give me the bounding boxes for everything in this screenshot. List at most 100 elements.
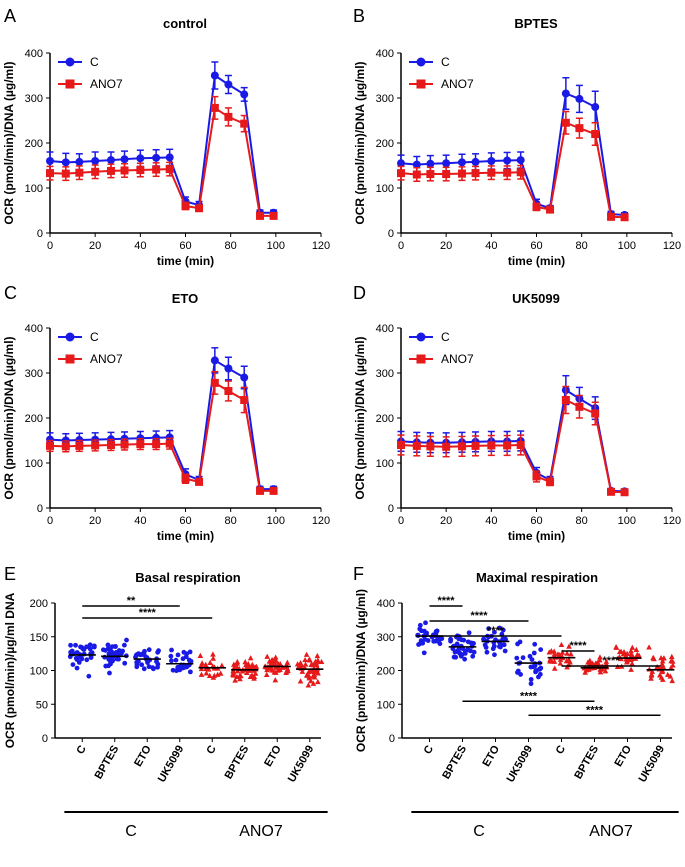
series-line-ano7 — [400, 121, 625, 219]
data-point — [551, 648, 557, 654]
panel-label: F — [353, 564, 364, 584]
x-tick-label: C — [204, 743, 218, 756]
data-point — [487, 157, 496, 165]
y-tick-label: 200 — [377, 666, 395, 678]
data-point — [240, 373, 249, 382]
x-tick-label: 40 — [134, 515, 146, 527]
data-point — [230, 671, 237, 677]
significance-label: **** — [139, 607, 157, 619]
data-point — [461, 637, 467, 643]
data-point — [211, 672, 218, 678]
data-point — [105, 646, 111, 651]
y-tick-label: 50 — [36, 699, 48, 711]
y-tick-label: 200 — [376, 413, 394, 425]
data-point — [206, 672, 213, 678]
data-point — [68, 642, 73, 648]
significance-label: **** — [487, 625, 505, 637]
data-point — [591, 409, 600, 418]
data-point — [566, 656, 572, 662]
y-tick-label: 0 — [388, 503, 394, 515]
data-point — [491, 643, 497, 649]
x-tick-label: BPTES — [223, 744, 252, 782]
data-point — [279, 664, 286, 670]
data-point — [515, 641, 520, 647]
y-tick-label: 0 — [37, 503, 43, 515]
data-point — [269, 667, 275, 673]
data-point — [173, 657, 179, 663]
data-point — [442, 170, 451, 179]
data-point — [302, 656, 308, 663]
legend-marker — [65, 57, 75, 67]
data-point — [629, 644, 636, 650]
data-point — [120, 648, 126, 654]
x-tick-label: 80 — [225, 515, 237, 527]
data-point — [311, 674, 318, 680]
x-tick-label: 0 — [398, 515, 404, 527]
data-point — [264, 653, 270, 659]
data-point — [61, 442, 70, 451]
legend-label: C — [90, 55, 99, 69]
data-point — [481, 636, 486, 642]
data-point — [658, 674, 665, 680]
y-tick-label: 400 — [376, 48, 394, 60]
data-point — [471, 157, 480, 166]
x-tick-label: 100 — [618, 515, 636, 527]
data-point — [659, 661, 666, 667]
data-point — [503, 156, 512, 165]
data-point — [628, 666, 634, 672]
data-point — [516, 441, 525, 449]
data-point — [217, 670, 224, 676]
data-point — [462, 656, 468, 662]
data-point — [272, 677, 279, 683]
group-label: ANO7 — [589, 823, 633, 840]
data-point — [187, 669, 193, 675]
data-point — [633, 646, 640, 653]
x-tick-label: 100 — [618, 240, 636, 252]
data-point — [303, 651, 310, 657]
data-point — [277, 661, 284, 667]
data-point — [466, 647, 472, 653]
data-point — [283, 668, 290, 674]
series-line-c — [49, 358, 274, 491]
legend-label: ANO7 — [441, 77, 474, 91]
y-tick-label: 300 — [25, 368, 43, 380]
data-point — [297, 660, 304, 666]
data-point — [284, 659, 291, 665]
data-point — [575, 94, 584, 103]
data-point — [155, 664, 160, 670]
data-point — [315, 678, 321, 685]
data-point — [46, 435, 54, 444]
y-axis-label: OCR (pmol/min)/DNA (µg/ml) — [353, 61, 367, 224]
data-point — [210, 71, 219, 80]
y-tick-label: 400 — [25, 48, 43, 60]
data-point — [136, 440, 145, 449]
data-point — [272, 658, 279, 664]
data-point — [242, 658, 249, 665]
data-point — [648, 672, 655, 678]
data-point — [238, 673, 244, 679]
data-point — [314, 658, 321, 664]
data-point — [106, 441, 115, 449]
y-tick-label: 0 — [37, 228, 43, 240]
data-point — [546, 477, 555, 486]
data-point — [152, 153, 161, 162]
data-point — [538, 647, 544, 653]
data-point — [120, 440, 129, 449]
x-tick-label: 60 — [179, 515, 191, 527]
x-tick-label: 40 — [485, 515, 497, 527]
data-point — [650, 654, 656, 660]
data-point — [308, 661, 315, 667]
data-point — [252, 670, 259, 676]
y-axis-label: OCR (pmol/min)/DNA (µg/ml) — [353, 336, 367, 499]
data-point — [620, 488, 629, 497]
series-line-ano7 — [49, 381, 274, 492]
data-point — [134, 664, 140, 670]
y-tick-label: 0 — [388, 228, 394, 240]
x-axis-label: time (min) — [157, 254, 214, 268]
data-point — [602, 668, 609, 674]
data-point — [256, 486, 265, 495]
data-point — [245, 662, 252, 668]
data-point — [561, 118, 570, 127]
data-point — [649, 668, 656, 674]
y-tick-label: 300 — [25, 93, 43, 105]
